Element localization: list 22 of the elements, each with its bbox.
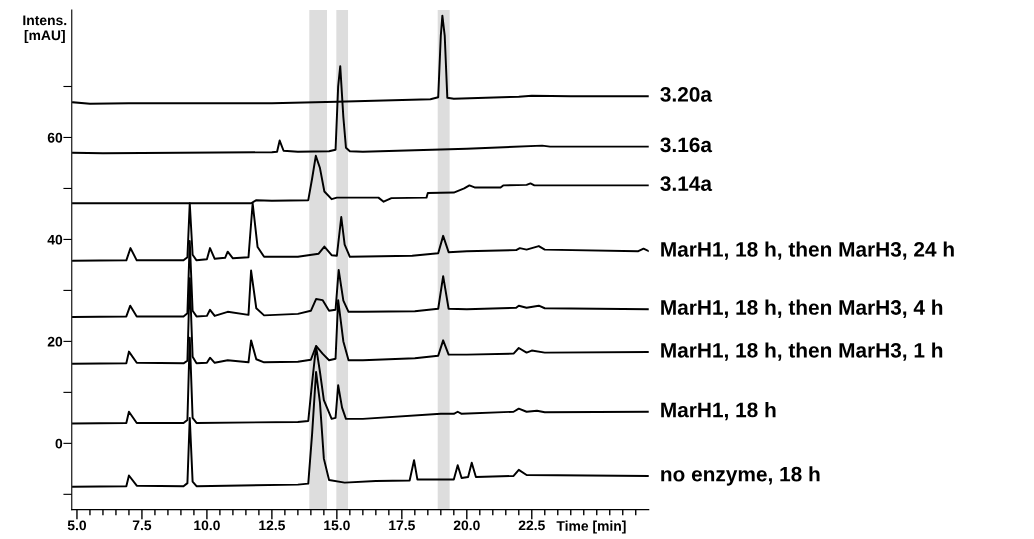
series-label: MarH1, 18 h, then MarH3, 1 h <box>661 342 943 361</box>
series-label: MarH1, 18 h <box>661 402 776 421</box>
y-axis-title: Intens. [mAU] <box>23 15 67 43</box>
x-tick-label: 15.0 <box>324 520 350 531</box>
y-tick-label: 0 <box>55 438 63 449</box>
series-label: 3.16a <box>660 137 713 153</box>
x-tick-label: 5.0 <box>67 520 87 531</box>
series-label: 3.20a <box>660 87 713 102</box>
x-tick-label: 10.0 <box>194 520 220 531</box>
x-tick-label: 17.5 <box>389 520 415 531</box>
x-axis-title: Time [min] <box>556 520 626 534</box>
y-tick-label: 20 <box>47 336 63 347</box>
series-label: 3.14a <box>660 176 713 192</box>
series-label: no enzyme, 18 h <box>661 466 820 486</box>
series-label: MarH1, 18 h, then MarH3, 24 h <box>661 241 954 260</box>
x-tick-label: 12.5 <box>259 520 286 531</box>
x-tick-label: 22.5 <box>518 520 545 531</box>
series-label: MarH1, 18 h, then MarH3, 4 h <box>661 299 943 318</box>
y-tick-label: 40 <box>47 234 63 245</box>
x-tick-label: 7.5 <box>132 520 152 531</box>
y-tick-label: 60 <box>47 132 63 143</box>
x-tick-label: 20.0 <box>453 520 480 531</box>
